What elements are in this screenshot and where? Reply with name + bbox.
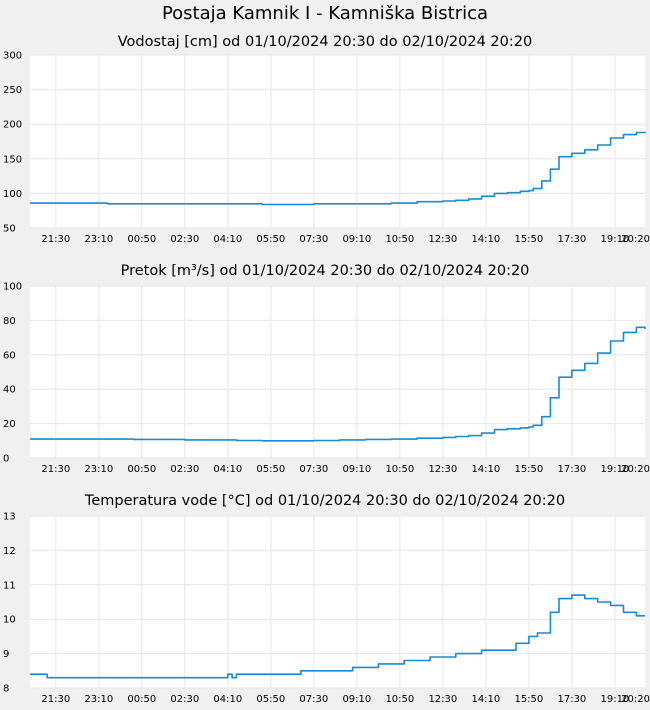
discharge-x-tick-label: 05:50 <box>256 464 285 475</box>
water-level-x-tick-label: 12:30 <box>428 234 457 245</box>
water-temperature-x-tick-label: 09:10 <box>342 694 371 705</box>
discharge-y-tick-label: 0 <box>3 454 9 465</box>
water-level-x-tick-label: 02:30 <box>170 234 199 245</box>
water-temperature-x-tick-label: 17:30 <box>557 694 586 705</box>
water-level-y-tick-label: 250 <box>3 85 22 96</box>
water-level-plot-area <box>30 55 645 228</box>
discharge-y-tick-label: 100 <box>3 282 22 293</box>
water-temperature-x-tick-label: 10:50 <box>385 694 414 705</box>
water-temperature-chart-title: Temperatura vode [°C] od 01/10/2024 20:3… <box>84 493 565 509</box>
water-level-series-line <box>30 131 646 206</box>
water-level-x-tick-label: 15:50 <box>514 234 543 245</box>
water-level-x-tick-label: 10:50 <box>385 234 414 245</box>
water-level-x-tick-label: 21:30 <box>41 234 70 245</box>
water-temperature-x-tick-label: 05:50 <box>256 694 285 705</box>
water-level-x-tick-label: 14:10 <box>471 234 500 245</box>
discharge-x-tick-label: 12:30 <box>428 464 457 475</box>
water-temperature-y-tick-label: 10 <box>3 615 16 626</box>
discharge-x-tick-label: 10:50 <box>385 464 414 475</box>
water-level-y-tick-label: 50 <box>3 224 16 235</box>
water-temperature-x-tick-label: 12:30 <box>428 694 457 705</box>
discharge-x-tick-label: 14:10 <box>471 464 500 475</box>
discharge-y-tick-label: 60 <box>3 350 16 361</box>
water-temperature-series-line <box>30 594 645 679</box>
water-level-y-tick-label: 200 <box>3 120 22 131</box>
discharge-x-tick-label: 15:50 <box>514 464 543 475</box>
water-temperature-x-tick-label: 00:50 <box>127 694 156 705</box>
water-temperature-x-tick-label: 21:30 <box>41 694 70 705</box>
discharge-y-tick-label: 40 <box>3 385 16 396</box>
water-temperature-x-tick-label: 19:10 <box>600 694 629 705</box>
water-temperature-y-tick-label: 8 <box>3 684 9 695</box>
water-level-x-tick-label: 04:10 <box>213 234 242 245</box>
water-level-x-tick-label: 09:10 <box>342 234 371 245</box>
water-temperature-y-tick-label: 12 <box>3 546 16 557</box>
water-temperature-x-tick-label: 04:10 <box>213 694 242 705</box>
water-temperature-y-tick-label: 9 <box>3 649 9 660</box>
water-temperature-x-tick-label: 20:20 <box>621 694 650 705</box>
water-level-x-tick-label: 17:30 <box>557 234 586 245</box>
discharge-x-tick-label: 02:30 <box>170 464 199 475</box>
discharge-x-tick-label: 04:10 <box>213 464 242 475</box>
discharge-plot-area <box>30 286 645 458</box>
discharge-series-line <box>30 326 646 442</box>
water-level-x-tick-label: 05:50 <box>256 234 285 245</box>
discharge-x-tick-label: 07:30 <box>299 464 328 475</box>
discharge-chart-title: Pretok [m³/s] od 01/10/2024 20:30 do 02/… <box>121 263 530 279</box>
water-level-x-tick-label: 00:50 <box>127 234 156 245</box>
water-level-x-tick-label: 19:10 <box>600 234 629 245</box>
discharge-x-tick-label: 09:10 <box>342 464 371 475</box>
water-temperature-x-tick-label: 23:10 <box>84 694 113 705</box>
discharge-x-tick-label: 17:30 <box>557 464 586 475</box>
water-temperature-x-tick-label: 14:10 <box>471 694 500 705</box>
water-level-y-tick-label: 150 <box>3 154 22 165</box>
discharge-x-tick-label: 00:50 <box>127 464 156 475</box>
water-temperature-plot-area <box>30 516 645 688</box>
page-title: Postaja Kamnik I - Kamniška Bistrica <box>161 3 489 24</box>
discharge-y-tick-label: 80 <box>3 316 16 327</box>
water-temperature-x-tick-label: 07:30 <box>299 694 328 705</box>
water-level-chart-title: Vodostaj [cm] od 01/10/2024 20:30 do 02/… <box>118 34 532 50</box>
water-level-x-tick-label: 07:30 <box>299 234 328 245</box>
water-level-x-tick-label: 23:10 <box>84 234 113 245</box>
water-level-y-tick-label: 300 <box>3 51 22 62</box>
discharge-y-tick-label: 20 <box>3 419 16 430</box>
discharge-x-tick-label: 21:30 <box>41 464 70 475</box>
discharge-x-tick-label: 20:20 <box>621 464 650 475</box>
discharge-x-tick-label: 19:10 <box>600 464 629 475</box>
water-temperature-y-tick-label: 11 <box>3 580 16 591</box>
water-level-y-tick-label: 100 <box>3 189 22 200</box>
water-temperature-x-tick-label: 02:30 <box>170 694 199 705</box>
water-level-x-tick-label: 20:20 <box>621 234 650 245</box>
water-temperature-x-tick-label: 15:50 <box>514 694 543 705</box>
discharge-x-tick-label: 23:10 <box>84 464 113 475</box>
water-temperature-y-tick-label: 13 <box>3 512 16 523</box>
